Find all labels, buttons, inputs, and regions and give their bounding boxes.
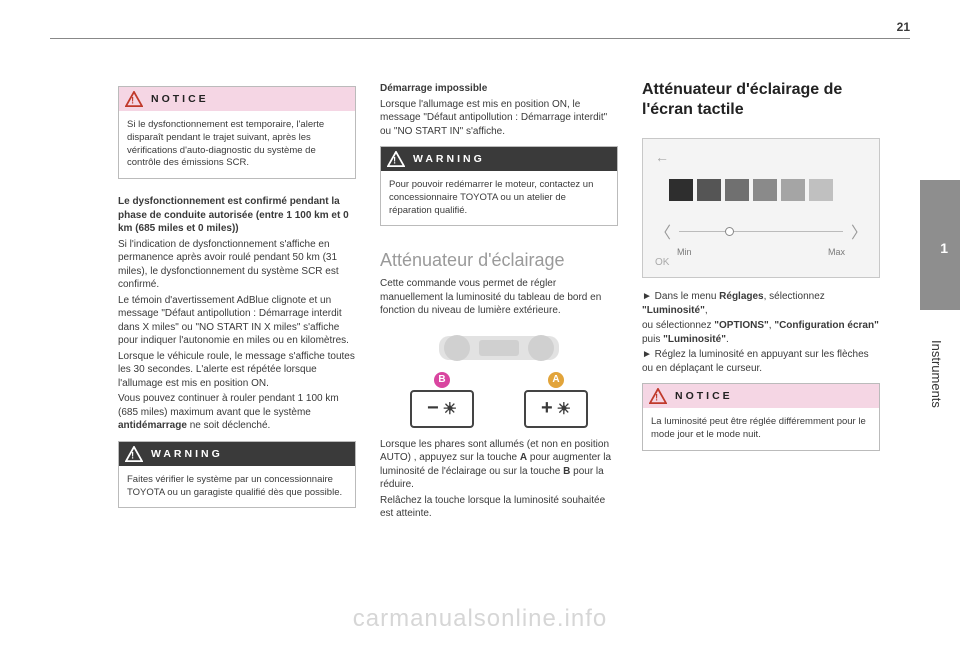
- svg-text:!: !: [131, 450, 137, 460]
- sun-icon: ☀: [557, 399, 571, 419]
- notice-box: ! NOTICE Si le dysfonctionnement est tem…: [118, 86, 356, 179]
- svg-text:!: !: [131, 95, 137, 105]
- swatch: [809, 179, 833, 201]
- swatch: [725, 179, 749, 201]
- label-b-icon: B: [434, 372, 450, 388]
- swatch: [781, 179, 805, 201]
- instruction-text: ou sélectionnez "OPTIONS", "Configuratio…: [642, 319, 880, 346]
- plus-icon: +: [541, 397, 553, 420]
- brightness-up-button: + ☀: [524, 390, 588, 428]
- dimmer-illustration: B − ☀ A + ☀: [399, 330, 599, 428]
- body-text: Relâchez la touche lorsque la luminosité…: [380, 494, 618, 521]
- warning-triangle-icon: !: [649, 388, 667, 404]
- body-text: Vous pouvez continuer à rouler pendant 1…: [118, 392, 356, 433]
- body-text: Si l'indication de dysfonctionnement s'a…: [118, 238, 356, 292]
- notice-title: NOTICE: [675, 390, 733, 402]
- body-text: Lorsque le véhicule roule, le message s'…: [118, 350, 356, 391]
- slider-track: [679, 231, 843, 232]
- body-text: Lorsque les phares sont allumés (et non …: [380, 438, 618, 492]
- warning-body: Pour pouvoir redémarrer le moteur, conta…: [381, 171, 617, 225]
- section-tab-label: Instruments: [929, 340, 944, 408]
- instrument-cluster-icon: [409, 330, 589, 368]
- warning-triangle-icon: !: [387, 151, 405, 167]
- notice-title: NOTICE: [151, 93, 209, 105]
- swatch: [753, 179, 777, 201]
- max-label: Max: [828, 247, 845, 257]
- notice-box: ! NOTICE La luminosité peut être réglée …: [642, 383, 880, 451]
- page-rule: [50, 38, 910, 39]
- warning-triangle-icon: !: [125, 91, 143, 107]
- column-3: Atténuateur d'éclairage de l'écran tacti…: [642, 80, 880, 523]
- column-1: ! NOTICE Si le dysfonctionnement est tem…: [118, 80, 356, 523]
- label-a-icon: A: [548, 372, 564, 388]
- section-heading: Atténuateur d'éclairage: [380, 250, 618, 271]
- section-heading: Atténuateur d'éclairage de l'écran tacti…: [642, 80, 880, 120]
- sun-icon: ☀: [443, 399, 457, 419]
- touchscreen-mock: ← 〈 〉 Min Max OK: [642, 138, 880, 278]
- brightness-down-button: − ☀: [410, 390, 474, 428]
- instruction-text: ► Dans le menu Réglages, sélectionnez "L…: [642, 290, 880, 317]
- body-text: Lorsque l'allumage est mis en position O…: [380, 98, 618, 139]
- content-columns: ! NOTICE Si le dysfonctionnement est tem…: [118, 80, 880, 523]
- chevron-right-icon: 〉: [851, 219, 867, 243]
- warning-header: ! WARNING: [381, 147, 617, 171]
- body-text: Le témoin d'avertissement AdBlue clignot…: [118, 294, 356, 348]
- watermark: carmanualsonline.info: [0, 605, 960, 633]
- brightness-swatches: [669, 179, 867, 201]
- warning-box: ! WARNING Pour pouvoir redémarrer le mot…: [380, 146, 618, 226]
- instruction-text: ► Réglez la luminosité en appuyant sur l…: [642, 348, 880, 375]
- notice-header: ! NOTICE: [119, 87, 355, 111]
- minus-icon: −: [427, 397, 439, 420]
- slider-thumb: [725, 227, 734, 236]
- page-number: 21: [897, 20, 910, 34]
- ok-label: OK: [655, 257, 867, 268]
- chevron-left-icon: 〈: [655, 219, 671, 243]
- notice-header: ! NOTICE: [643, 384, 879, 408]
- warning-triangle-icon: !: [125, 446, 143, 462]
- subheading: Démarrage impossible: [380, 82, 618, 96]
- min-label: Min: [677, 247, 692, 257]
- brightness-slider: 〈 〉: [655, 219, 867, 243]
- swatch: [697, 179, 721, 201]
- warning-title: WARNING: [151, 448, 223, 460]
- warning-header: ! WARNING: [119, 442, 355, 466]
- svg-text:!: !: [655, 392, 661, 402]
- svg-text:!: !: [393, 155, 399, 165]
- body-text: Cette commande vous permet de régler man…: [380, 277, 618, 318]
- section-tab-number: 1: [940, 240, 948, 256]
- column-2: Démarrage impossible Lorsque l'allumage …: [380, 80, 618, 523]
- warning-title: WARNING: [413, 153, 485, 165]
- swatch: [669, 179, 693, 201]
- back-arrow-icon: ←: [655, 149, 867, 165]
- notice-body: La luminosité peut être réglée différemm…: [643, 408, 879, 450]
- notice-body: Si le dysfonctionnement est temporaire, …: [119, 111, 355, 178]
- confirmed-heading: Le dysfonctionnement est confirmé pendan…: [118, 195, 356, 236]
- warning-body: Faites vérifier le système par un conces…: [119, 466, 355, 508]
- warning-box: ! WARNING Faites vérifier le système par…: [118, 441, 356, 509]
